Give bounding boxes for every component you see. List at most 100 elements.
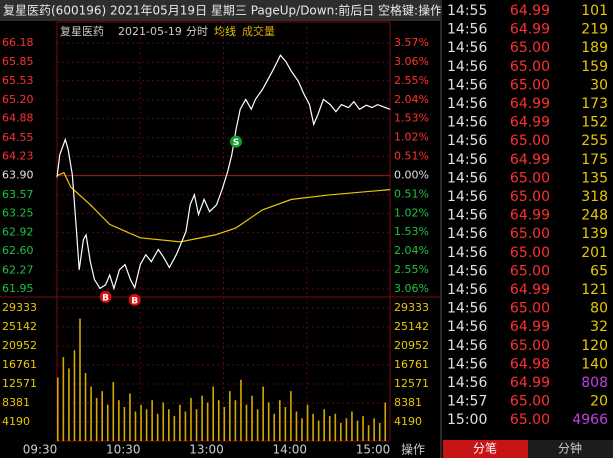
action-label[interactable]: 操作	[401, 442, 425, 457]
x-tick-label: 14:00	[272, 443, 307, 457]
volume-bar	[312, 413, 314, 441]
header-title: 复星医药(600196) 2021年05月19日 星期三 PageUp/Down…	[3, 3, 442, 18]
trade-price: 64.99	[510, 3, 550, 19]
trade-time: 15:00	[447, 412, 487, 428]
volume-bar	[367, 425, 370, 441]
volume-bar	[334, 413, 337, 441]
trade-volume: 173	[581, 96, 608, 112]
volume-bar	[323, 409, 325, 441]
volume-bar	[317, 420, 320, 441]
volume-bar	[57, 377, 59, 441]
volume-tick-label: 25142	[2, 320, 37, 333]
trade-time: 14:56	[447, 208, 487, 224]
trade-time: 14:56	[447, 338, 487, 354]
y2-tick-label: 1.53%	[394, 112, 429, 125]
volume-bar	[290, 391, 292, 441]
trade-time: 14:56	[447, 356, 487, 372]
y-tick-label: 64.55	[2, 131, 34, 144]
volume-bar	[118, 400, 120, 441]
trade-volume: 65	[590, 263, 608, 279]
volume-bar	[245, 404, 248, 441]
y2-tick-label: 2.04%	[394, 93, 429, 106]
tab-active[interactable]	[443, 440, 528, 458]
trade-price: 64.99	[510, 152, 550, 168]
trade-price: 64.99	[510, 319, 550, 335]
volume-bar	[112, 382, 115, 441]
trade-price: 65.00	[510, 189, 550, 205]
trade-volume: 152	[581, 115, 608, 131]
legend-volume: 成交量	[242, 24, 275, 38]
trade-time: 14:56	[447, 375, 487, 391]
trade-volume: 219	[581, 22, 608, 38]
trade-price: 65.00	[510, 301, 550, 317]
trade-time: 14:56	[447, 319, 487, 335]
trade-volume: 101	[581, 3, 608, 19]
volume-bar	[373, 418, 375, 441]
y-tick-label: 63.57	[2, 188, 34, 201]
volume-bar	[156, 413, 159, 441]
trade-price: 64.99	[510, 375, 550, 391]
y-tick-label: 66.18	[2, 36, 34, 49]
tab-label[interactable]: 分笔	[473, 441, 497, 456]
trade-time: 14:56	[447, 152, 487, 168]
volume-bar	[251, 395, 253, 441]
y-tick-label: 64.88	[2, 112, 34, 125]
trade-time: 14:56	[447, 77, 487, 93]
volume-bar	[190, 397, 192, 441]
trade-time: 14:56	[447, 133, 487, 149]
y-tick-label: 64.23	[2, 149, 34, 162]
y2-tick-label: 0.51%	[394, 187, 429, 200]
y2-tick-label: 0.00%	[394, 168, 429, 181]
trade-volume: 121	[581, 282, 608, 298]
volume-bar	[295, 411, 298, 441]
volume-bar	[123, 406, 126, 441]
volume-bar	[229, 391, 231, 441]
y2-tick-label: 2.55%	[394, 74, 429, 87]
y-tick-label: 62.60	[2, 244, 34, 257]
volume-tick-label: 29333	[394, 301, 429, 314]
trade-time: 14:56	[447, 301, 487, 317]
trade-volume: 4966	[572, 412, 608, 428]
header-bar	[0, 0, 440, 21]
volume-bar	[301, 418, 303, 441]
volume-bar	[306, 404, 309, 441]
trade-time: 14:56	[447, 189, 487, 205]
trade-volume: 120	[581, 338, 608, 354]
trade-time: 14:56	[447, 40, 487, 56]
volume-bar	[129, 393, 131, 441]
tab[interactable]	[528, 440, 613, 458]
volume-bar	[284, 406, 287, 441]
y-tick-label: 61.95	[2, 282, 34, 295]
volume-bar	[212, 386, 214, 441]
volume-bar	[162, 402, 165, 441]
y-tick-label: 65.85	[2, 55, 34, 68]
volume-tick-label: 29333	[2, 301, 37, 314]
volume-bar	[273, 413, 276, 441]
x-tick-label: 13:00	[189, 443, 224, 457]
y2-tick-label: 1.02%	[394, 206, 429, 219]
trade-time: 14:56	[447, 245, 487, 261]
x-tick-label: 10:30	[106, 443, 141, 457]
volume-bar	[279, 400, 281, 441]
y2-tick-label: 3.06%	[394, 55, 429, 68]
price-line	[56, 54, 391, 291]
volume-tick-label: 20952	[2, 339, 37, 352]
volume-bar	[84, 372, 87, 441]
volume-bar	[184, 411, 187, 441]
trade-volume: 20	[590, 394, 608, 410]
tab-label[interactable]: 分钟	[558, 441, 582, 456]
volume-tick-label: 12571	[394, 377, 429, 390]
chart-mode: 分时	[186, 25, 208, 38]
trade-price: 65.00	[510, 394, 550, 410]
y2-tick-label: 0.51%	[394, 150, 429, 163]
volume-bar	[328, 416, 331, 441]
volume-bar	[362, 416, 364, 441]
trade-volume: 30	[590, 77, 608, 93]
trade-marker-label: B	[131, 296, 138, 306]
y-tick-label: 62.27	[2, 263, 34, 276]
y2-tick-label: 1.53%	[394, 225, 429, 238]
trade-price: 65.00	[510, 133, 550, 149]
trade-price: 65.00	[510, 40, 550, 56]
trade-volume: 175	[581, 152, 608, 168]
volume-tick-label: 20952	[394, 339, 429, 352]
